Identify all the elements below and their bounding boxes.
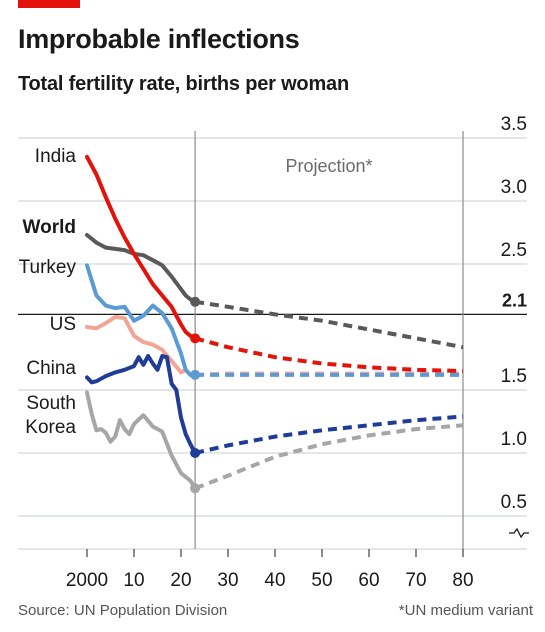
series-label-line: Korea [25,417,76,438]
series-marker-south-korea [190,483,201,494]
series-line-world [85,233,198,304]
series-line-south-korea [85,390,198,491]
x-tick-label-70: 70 [405,570,426,591]
series-label-line: South [26,393,76,414]
series-marker-world [190,296,201,307]
source-note: Source: UN Population Division [18,602,228,619]
y-tick-label-3.5: 3.5 [501,114,527,135]
x-tick-label-30: 30 [217,570,238,591]
series-label-us: US [50,314,76,335]
series-label-world: World [23,217,76,238]
series-label-line: Turkey [19,257,77,278]
series-projection-world [194,299,464,350]
series-label-south-korea: South Korea [25,393,76,438]
y-tick-label-0.5: 0.5 [501,492,527,513]
series-marker-turkey [190,369,201,380]
series-projection-south-korea [194,423,464,491]
series-line-turkey [85,263,198,377]
series-label-china: China [26,358,76,379]
y-tick-label-1.0: 1.0 [501,429,527,450]
series-marker-india [190,333,201,344]
series-label-line: China [26,358,76,379]
x-tick-label-20: 20 [170,570,191,591]
y-tick-label-2.5: 2.5 [501,240,527,261]
x-tick-label-50: 50 [311,570,332,591]
series-line-india [85,154,198,341]
series-label-india: India [35,146,77,167]
brand-red-tab [18,0,80,8]
x-tick-label-40: 40 [264,570,285,591]
series-label-line: India [35,146,77,167]
series-label-line: US [50,314,76,335]
series-label-turkey: Turkey [19,257,77,278]
x-tick-label-2000: 2000 [66,570,108,591]
series-projection-china [194,414,464,455]
series-projection-india [194,336,464,374]
y-tick-label-3.0: 3.0 [501,177,527,198]
chart-subtitle: Total fertility rate, births per woman [18,73,349,95]
x-tick-label-80: 80 [452,570,473,591]
projection-footnote: *UN medium variant [398,602,533,619]
series-marker-china [190,448,201,458]
series-line-china [85,354,198,455]
axis-break-icon [509,527,529,539]
line-chart: 0.5 1.0 1.5 2.1 2.5 3.0 3.5 2000 10 20 30 40 50 60 70 8… [18,114,529,591]
x-tick-label-60: 60 [358,570,379,591]
y-tick-label-1.5: 1.5 [501,366,527,387]
y-tick-label-2.1: 2.1 [502,290,527,310]
projection-label: Projection* [286,156,373,176]
chart-title: Improbable inflections [18,24,300,54]
x-tick-label-10: 10 [123,570,144,591]
series-label-line: World [23,217,76,238]
